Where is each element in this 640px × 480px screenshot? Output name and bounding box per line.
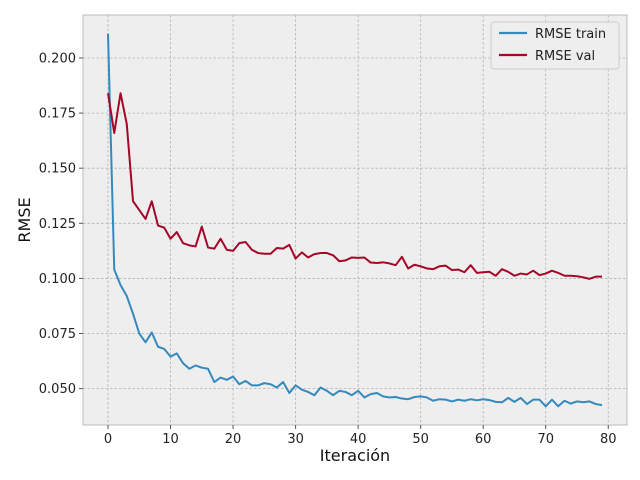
series-line-rmse-train [107, 33, 603, 408]
x-tick-label: 70 [537, 432, 554, 447]
x-tick-label: 60 [475, 432, 492, 447]
y-tick-label: 0.050 [39, 382, 76, 397]
x-tick-label: 0 [104, 432, 112, 447]
y-tick-label: 0.125 [39, 217, 76, 232]
legend: RMSE train RMSE val [490, 21, 620, 70]
x-tick-label: 10 [162, 432, 179, 447]
x-tick-label: 80 [600, 432, 617, 447]
plot-background [83, 15, 627, 425]
x-tick-label: 40 [350, 432, 367, 447]
ticks: 0 10 20 30 40 50 60 70 80 0.050 0.075 0.100 0.125 0.1… [39, 51, 617, 447]
grid [83, 15, 627, 425]
y-tick-label: 0.150 [39, 162, 76, 177]
y-tick-label: 0.200 [39, 51, 76, 66]
series-layer [107, 33, 603, 408]
x-tick-label: 20 [225, 432, 242, 447]
plot-frame [82, 14, 628, 426]
x-tick-label: 30 [287, 432, 304, 447]
series-line-rmse-val [107, 92, 602, 280]
y-tick-label: 0.075 [39, 327, 76, 342]
x-axis-label: Iteración [320, 446, 390, 465]
x-tick-label: 50 [412, 432, 429, 447]
legend-label-val: RMSE val [535, 49, 595, 64]
y-tick-label: 0.175 [39, 107, 76, 122]
legend-label-train: RMSE train [535, 27, 606, 42]
y-axis-label: RMSE [15, 197, 34, 242]
y-tick-label: 0.100 [39, 272, 76, 287]
